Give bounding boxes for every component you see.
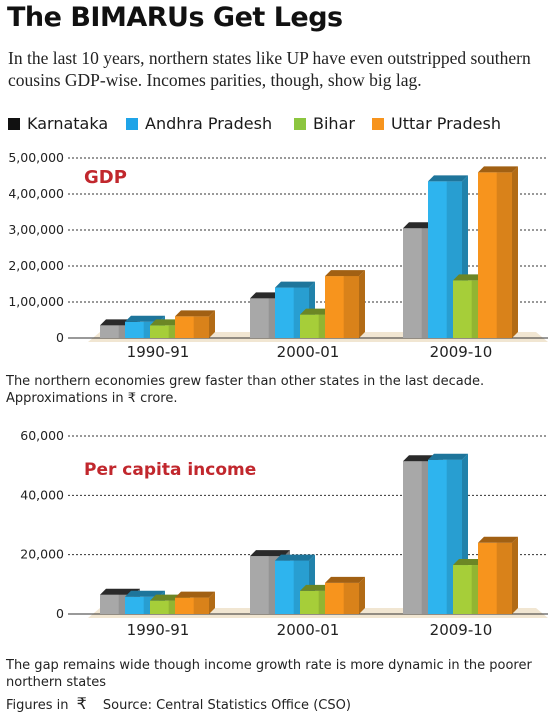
y-tick-label: 60,000 [20,428,64,443]
y-tick-label: 40,000 [20,487,64,502]
bar-uttar-pradesh-1990-91 [175,310,215,338]
bar-front-shade [343,276,359,338]
y-tick-label: 4,00,000 [8,186,64,201]
bar-front-shade [496,172,512,338]
rupee-icon: ₹ [76,694,87,713]
bar-front-shade [193,316,209,338]
bar-side [512,166,518,338]
bar-top [125,315,165,322]
category-label: 2009-10 [430,621,493,639]
chart-title: Per capita income [84,460,256,480]
figures-label: Figures in [6,698,69,713]
bar-uttar-pradesh-2000-01 [325,270,365,338]
bar-andhra-pradesh-2000-01 [275,554,315,614]
bar-top [175,310,215,317]
y-tick-label: 2,00,000 [8,258,64,273]
legend-label-uttar-pradesh: Uttar Pradesh [391,114,501,133]
bar-uttar-pradesh-2000-01 [325,576,365,614]
legend-item-karnataka: Karnataka [8,114,108,133]
chart-title: GDP [84,167,127,188]
y-tick-label: 20,000 [20,547,64,562]
y-tick-label: 0 [56,606,64,621]
footer: Figures in ₹ Source: Central Statistics … [6,694,351,713]
bar-top [428,453,468,460]
source-text: Source: Central Statistics Office (CSO) [102,698,351,713]
legend-swatch-andhra-pradesh [126,118,138,130]
bar-top [125,590,165,597]
legend-item-bihar: Bihar [294,114,355,133]
bar-top [250,550,290,557]
bar-top [428,175,468,182]
bar-side [359,576,365,614]
bar-top [325,270,365,277]
gdp-caption: The northern economies grew faster than … [6,374,485,406]
chart-per-capita-income: 0 20,000 40,000 60,000 Per capita income 1990… [20,428,548,639]
y-tick-label: 0 [56,330,64,345]
category-label: 2000-01 [277,621,340,639]
bar-top [275,554,315,561]
category-label: 2009-10 [430,343,493,361]
chart-gdp: 0 1,00,000 2,00,000 3,00,000 4,00,000 5,00,00… [8,150,548,361]
bar-top [478,166,518,173]
infographic-subtitle: In the last 10 years, northern states li… [8,48,531,90]
bar-side [512,536,518,614]
legend-label-karnataka: Karnataka [27,114,109,133]
bar-front-shade [496,542,512,614]
legend-label-andhra-pradesh: Andhra Pradesh [145,114,273,133]
y-tick-label: 3,00,000 [8,222,64,237]
bar-side [359,270,365,338]
y-tick-label: 5,00,000 [8,150,64,165]
legend-item-uttar-pradesh: Uttar Pradesh [372,114,501,133]
bar-uttar-pradesh-2009-10 [478,166,518,338]
category-label: 2000-01 [277,343,340,361]
bar-top [478,536,518,543]
category-label: 1990-91 [127,343,190,361]
bar-top [175,591,215,598]
legend-swatch-karnataka [8,118,20,130]
legend-label-bihar: Bihar [313,114,355,133]
bar-side [209,310,215,338]
bar-front-shade [193,597,209,614]
bar-side [209,591,215,614]
bar-uttar-pradesh-2009-10 [478,536,518,614]
bar-top [325,576,365,583]
bar-top [275,281,315,288]
legend-swatch-uttar-pradesh [372,118,384,130]
infographic-title: The BIMARUs Get Legs [7,2,343,33]
legend-swatch-bihar [294,118,306,130]
bar-front-shade [343,582,359,614]
y-tick-label: 1,00,000 [8,294,64,309]
legend-item-andhra-pradesh: Andhra Pradesh [126,114,272,133]
category-label: 1990-91 [127,621,190,639]
per-capita-caption: The gap remains wide though income growt… [6,658,532,690]
bar-uttar-pradesh-1990-91 [175,591,215,614]
